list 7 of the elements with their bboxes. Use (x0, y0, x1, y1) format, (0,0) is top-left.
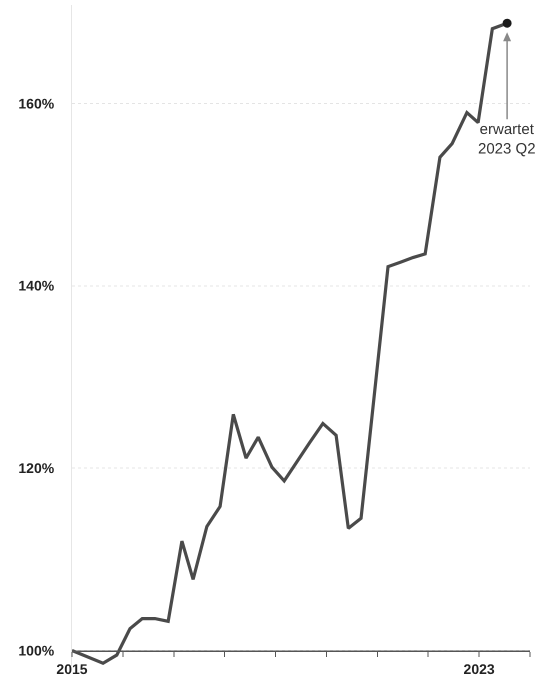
x-tick-label: 2015 (56, 660, 88, 677)
annotation: erwartet 2023 Q2 (478, 121, 536, 158)
y-tick-label: 120% (18, 460, 55, 476)
y-tick-label: 100% (18, 642, 55, 658)
y-tick-label: 140% (18, 278, 55, 294)
x-tick-label: 2023 (464, 660, 495, 677)
y-tick-label: 160% (18, 95, 55, 112)
